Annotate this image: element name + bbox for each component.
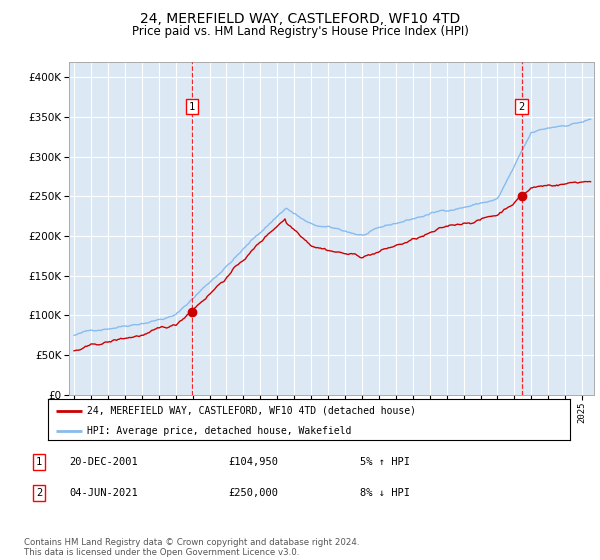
Text: £104,950: £104,950: [228, 457, 278, 467]
Text: 1: 1: [36, 457, 42, 467]
Text: 24, MEREFIELD WAY, CASTLEFORD, WF10 4TD (detached house): 24, MEREFIELD WAY, CASTLEFORD, WF10 4TD …: [87, 405, 416, 416]
Text: 2: 2: [518, 101, 524, 111]
Text: Price paid vs. HM Land Registry's House Price Index (HPI): Price paid vs. HM Land Registry's House …: [131, 25, 469, 38]
Text: 20-DEC-2001: 20-DEC-2001: [69, 457, 138, 467]
Text: HPI: Average price, detached house, Wakefield: HPI: Average price, detached house, Wake…: [87, 426, 352, 436]
Text: 2: 2: [36, 488, 42, 498]
Text: 1: 1: [189, 101, 195, 111]
Text: £250,000: £250,000: [228, 488, 278, 498]
Text: 8% ↓ HPI: 8% ↓ HPI: [360, 488, 410, 498]
Text: 04-JUN-2021: 04-JUN-2021: [69, 488, 138, 498]
Text: 5% ↑ HPI: 5% ↑ HPI: [360, 457, 410, 467]
Text: 24, MEREFIELD WAY, CASTLEFORD, WF10 4TD: 24, MEREFIELD WAY, CASTLEFORD, WF10 4TD: [140, 12, 460, 26]
Text: Contains HM Land Registry data © Crown copyright and database right 2024.
This d: Contains HM Land Registry data © Crown c…: [24, 538, 359, 557]
